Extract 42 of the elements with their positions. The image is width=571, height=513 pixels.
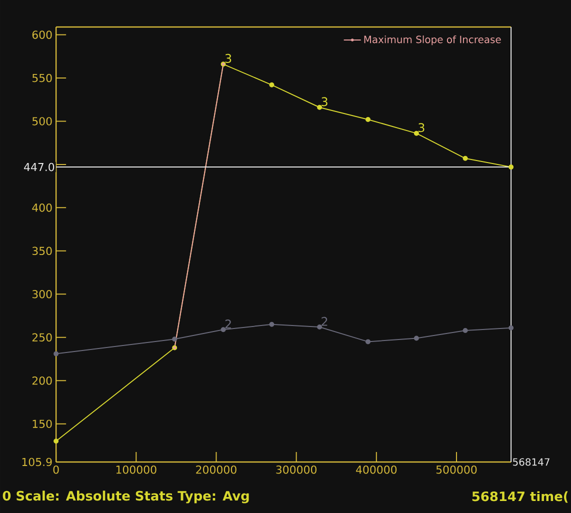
point — [414, 130, 419, 136]
y-tick-label: 105.9 — [22, 458, 52, 466]
point — [269, 82, 274, 88]
x-tick-label: 200000 — [196, 466, 236, 474]
text: 0 Scale: Absolute Stats Type: Avg — [2, 490, 249, 504]
annotation: 3 — [418, 123, 424, 132]
point — [365, 116, 370, 122]
point — [317, 324, 322, 330]
y-tick-label: 250 — [32, 333, 52, 342]
point — [54, 351, 59, 356]
y-tick-label: 350 — [32, 246, 52, 256]
y-tick-label: 550 — [32, 74, 52, 82]
y-tick-label: 500 — [32, 117, 52, 126]
ref-line-label: 568147 — [513, 458, 550, 466]
point — [317, 104, 322, 110]
y-tick-label: 600 — [32, 30, 52, 39]
x-tick-label: 0 — [53, 466, 59, 474]
x-tick-label: 500000 — [436, 466, 477, 474]
point — [508, 164, 514, 170]
ref-line-label: 447.0 — [24, 162, 54, 172]
annotation: 3 — [225, 54, 232, 63]
x-tick-label: 100000 — [116, 466, 156, 474]
annotation: 3 — [322, 97, 328, 106]
point — [220, 327, 226, 332]
x-tick-label: 300000 — [276, 466, 316, 474]
point — [414, 336, 419, 341]
point — [508, 325, 514, 330]
point — [269, 322, 274, 327]
y-tick-label: 300 — [32, 290, 52, 298]
y-tick-label: 150 — [32, 420, 52, 428]
y-tick-label: 200 — [32, 376, 52, 385]
point — [365, 339, 370, 344]
annotation: 2 — [225, 320, 231, 328]
point — [462, 156, 468, 161]
text: 568147 time( — [472, 491, 568, 503]
legend-label: Maximum Slope of Increase — [364, 35, 501, 46]
point — [462, 328, 468, 333]
annotation: 2 — [322, 316, 328, 326]
x-tick-label: 400000 — [356, 466, 397, 474]
point — [54, 438, 59, 444]
y-tick-label: 400 — [32, 204, 52, 212]
point — [172, 336, 178, 342]
